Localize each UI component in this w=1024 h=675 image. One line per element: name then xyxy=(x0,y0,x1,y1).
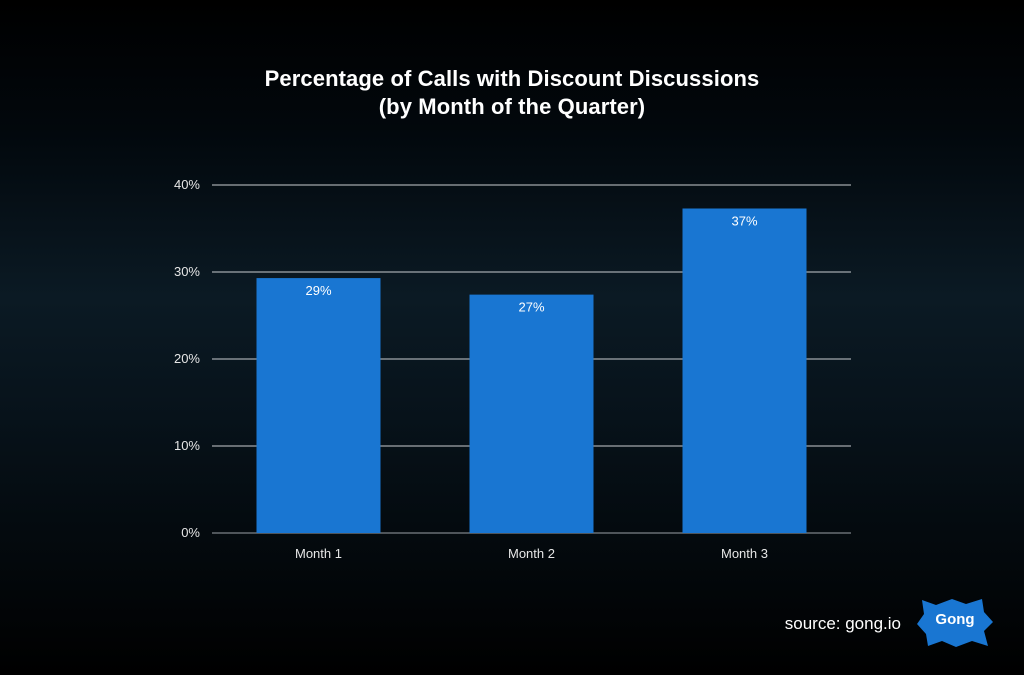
bar xyxy=(256,278,381,533)
x-tick-label: Month 3 xyxy=(721,546,768,561)
data-label: 27% xyxy=(518,300,544,315)
y-tick-label: 0% xyxy=(181,525,200,540)
chart-subtitle: (by Month of the Quarter) xyxy=(378,94,646,119)
y-tick-label: 20% xyxy=(174,351,200,366)
data-label: 37% xyxy=(731,213,757,228)
gong-logo-badge xyxy=(917,599,993,647)
bar xyxy=(682,208,807,534)
y-tick-label: 40% xyxy=(174,177,200,192)
x-tick-label: Month 1 xyxy=(295,546,342,561)
y-tick-label: 30% xyxy=(174,264,200,279)
gong-logo: Gong xyxy=(916,598,994,648)
y-tick-label: 10% xyxy=(174,438,200,453)
source-attribution: source: gong.io xyxy=(784,614,901,633)
data-label: 29% xyxy=(305,283,331,298)
x-tick-label: Month 2 xyxy=(508,546,555,561)
bar xyxy=(469,294,594,533)
chart-title: Percentage of Calls with Discount Discus… xyxy=(264,66,760,91)
gong-logo-text: Gong xyxy=(935,611,975,628)
